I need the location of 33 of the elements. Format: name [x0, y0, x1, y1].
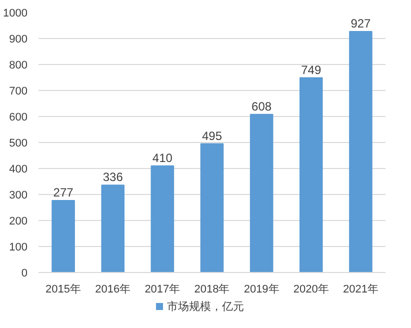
- bar: [349, 30, 372, 272]
- x-tick-label: 2017年: [144, 284, 180, 296]
- y-tick-label: 400: [9, 164, 28, 176]
- y-tick-label: 500: [9, 138, 28, 150]
- data-label: 749: [301, 62, 322, 77]
- data-label: 927: [350, 16, 372, 30]
- y-tick-label: 300: [9, 190, 28, 202]
- y-tick-label: 1000: [3, 8, 28, 20]
- x-tick-label: 2021年: [342, 284, 378, 296]
- y-tick-label: 100: [9, 242, 28, 254]
- legend-label: 市场规模，亿元: [166, 300, 244, 315]
- x-tick-label: 2016年: [95, 284, 131, 296]
- y-tick-label: 600: [9, 112, 28, 124]
- bar: [200, 143, 224, 272]
- x-tick-label: 2019年: [244, 284, 280, 296]
- data-label: 608: [252, 99, 272, 114]
- bar: [101, 184, 125, 272]
- data-label: 495: [202, 128, 222, 143]
- y-tick-label: 700: [9, 86, 28, 98]
- bar: [299, 77, 323, 272]
- bar: [250, 114, 274, 272]
- bar: [150, 165, 174, 272]
- x-tick-label: 2018年: [194, 284, 230, 296]
- x-tick-label: 2015年: [46, 284, 82, 296]
- y-tick-label: 800: [9, 60, 28, 72]
- y-tick-label: 200: [9, 216, 28, 228]
- bar: [52, 200, 75, 272]
- data-label: 277: [53, 185, 74, 200]
- x-tick-label: 2020年: [293, 284, 329, 296]
- data-label: 336: [102, 170, 124, 184]
- y-tick-label: 900: [9, 34, 28, 46]
- y-tick-label: 0: [21, 268, 28, 280]
- data-label: 410: [152, 150, 173, 165]
